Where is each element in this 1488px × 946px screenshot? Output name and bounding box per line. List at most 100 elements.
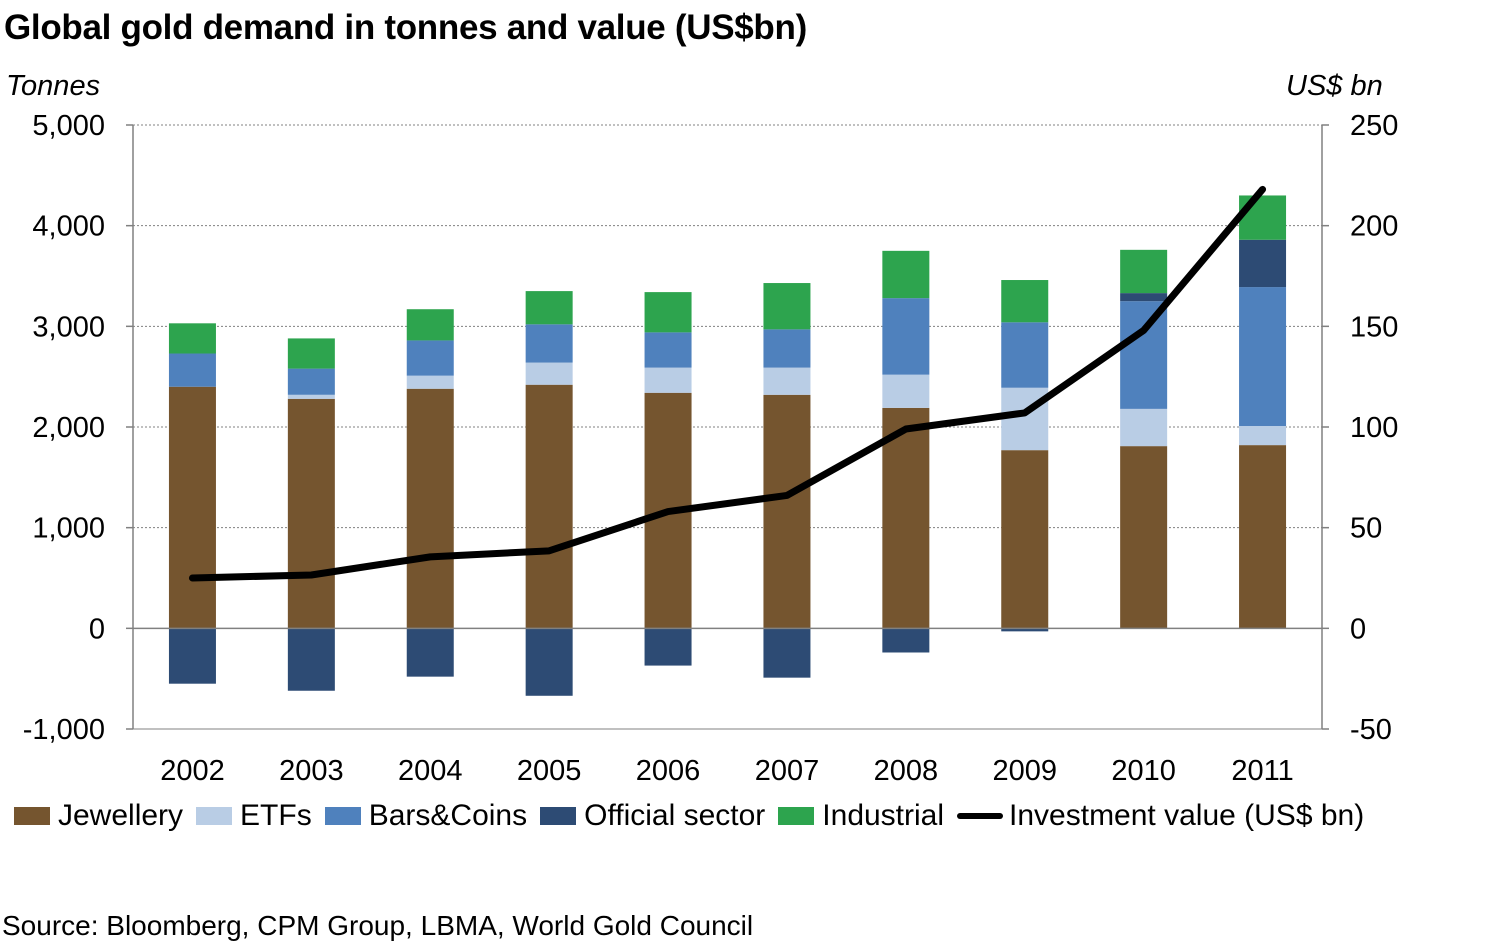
legend-label: Jewellery (58, 799, 184, 832)
legend-item: Industrial (778, 799, 944, 833)
legend-swatch (778, 807, 815, 825)
bar-industrial-2009 (1001, 280, 1049, 323)
legend-item: ETFs (196, 799, 312, 833)
right-tick-label: 50 (1350, 513, 1382, 545)
bar-industrial-2002 (168, 323, 216, 354)
left-axis-title: Tonnes (6, 70, 101, 102)
bar-official-sector-2007 (763, 628, 811, 678)
right-tick-label: 200 (1350, 211, 1398, 243)
bar-bars-coins-2008 (882, 298, 930, 375)
bar-etfs-2008 (882, 374, 930, 408)
left-tick-label: 3,000 (32, 311, 105, 343)
legend-item: Investment value (US$ bn) (957, 799, 1364, 833)
bar-etfs-2011 (1239, 425, 1287, 446)
legend-label: Bars&Coins (368, 799, 528, 832)
investment-line (188, 185, 1267, 582)
bar-industrial-2005 (525, 291, 573, 325)
bar-jewellery-2011 (1239, 445, 1287, 629)
source-note: Source: Bloomberg, CPM Group, LBMA, Worl… (2, 910, 754, 941)
x-tick-label: 2007 (755, 755, 820, 787)
bar-industrial-2010 (1120, 249, 1168, 294)
legend-label: Industrial (822, 799, 945, 832)
x-tick-label: 2003 (279, 755, 344, 787)
bar-bars-coins-2006 (644, 332, 692, 368)
legend-swatch (540, 807, 577, 825)
bar-jewellery-2004 (406, 388, 454, 629)
legend-swatch (196, 807, 233, 825)
x-tick-label: 2006 (636, 755, 701, 787)
bar-jewellery-2007 (763, 394, 811, 629)
bar-etfs-2007 (763, 367, 811, 395)
bar-official-sector-2008 (882, 628, 930, 653)
legend-label: Official sector (584, 799, 766, 832)
bar-series (168, 195, 1287, 696)
right-tick-label: 100 (1350, 412, 1398, 444)
axes (126, 124, 1329, 730)
x-tick-label: 2004 (398, 755, 463, 787)
bar-bars-coins-2011 (1239, 287, 1287, 426)
bar-official-sector-2011 (1239, 239, 1287, 288)
left-tick-label: 0 (89, 613, 105, 645)
bar-jewellery-2003 (287, 398, 335, 629)
bar-official-sector-2010 (1120, 293, 1168, 302)
bar-etfs-2005 (525, 362, 573, 385)
legend-label: ETFs (240, 799, 312, 832)
x-tick-label: 2002 (160, 755, 225, 787)
legend-item: Bars&Coins (324, 799, 528, 833)
bar-official-sector-2006 (644, 628, 692, 666)
bar-official-sector-2005 (525, 628, 573, 696)
bar-etfs-2010 (1120, 408, 1168, 447)
bar-etfs-2006 (644, 367, 692, 393)
bar-bars-coins-2009 (1001, 322, 1049, 388)
legend-item: Jewellery (14, 799, 183, 833)
x-tick-label: 2010 (1111, 755, 1176, 787)
left-tick-label: 5,000 (32, 110, 105, 142)
legend-swatch (14, 807, 50, 825)
bar-jewellery-2010 (1120, 446, 1168, 629)
bar-jewellery-2005 (525, 384, 573, 629)
legend-swatch (324, 807, 361, 825)
bar-industrial-2004 (406, 309, 454, 341)
bar-etfs-2009 (1001, 387, 1049, 451)
bar-official-sector-2004 (406, 628, 454, 677)
x-tick-label: 2011 (1231, 755, 1293, 787)
left-tick-label: 4,000 (32, 211, 105, 243)
bar-bars-coins-2003 (287, 368, 335, 395)
bar-bars-coins-2004 (406, 340, 454, 376)
bar-bars-coins-2002 (168, 353, 216, 387)
bar-industrial-2003 (287, 338, 335, 369)
right-axis-title: US$ bn (1286, 70, 1383, 102)
bar-bars-coins-2005 (525, 324, 573, 363)
legend: Jewellery ETFs Bars&Coins Official sector In… (14, 796, 1377, 836)
left-tick-label: 2,000 (32, 412, 105, 444)
bar-official-sector-2009 (1001, 628, 1049, 632)
right-tick-label: 150 (1350, 311, 1398, 343)
right-tick-label: -50 (1350, 714, 1392, 746)
chart-title: Global gold demand in tonnes and value (… (4, 8, 807, 47)
bar-official-sector-2003 (287, 628, 335, 691)
left-tick-label: 1,000 (32, 513, 105, 545)
bar-jewellery-2008 (882, 407, 930, 629)
legend-item: Official sector (540, 799, 765, 833)
bar-jewellery-2002 (168, 386, 216, 629)
bar-industrial-2007 (763, 283, 811, 330)
bar-bars-coins-2007 (763, 329, 811, 368)
investment-value-line (188, 185, 1267, 582)
bar-industrial-2006 (644, 292, 692, 333)
bar-industrial-2011 (1239, 195, 1287, 240)
bar-etfs-2003 (287, 394, 335, 399)
right-tick-label: 250 (1350, 110, 1398, 142)
x-tick-label: 2005 (517, 755, 582, 787)
right-tick-label: 0 (1350, 613, 1366, 645)
bar-industrial-2008 (882, 250, 930, 299)
tick-labels: -1,000 0 1,000 2,000 3,000 4,000 5,000 -50 0 50 10… (23, 110, 1399, 787)
legend-label: Investment value (US$ bn) (1009, 799, 1365, 832)
x-tick-label: 2009 (992, 755, 1057, 787)
left-tick-label: -1,000 (23, 714, 105, 746)
bar-bars-coins-2010 (1120, 301, 1168, 409)
x-tick-label: 2008 (874, 755, 939, 787)
bar-etfs-2004 (406, 375, 454, 389)
legend-swatch (957, 813, 1004, 819)
bar-official-sector-2002 (168, 628, 216, 684)
